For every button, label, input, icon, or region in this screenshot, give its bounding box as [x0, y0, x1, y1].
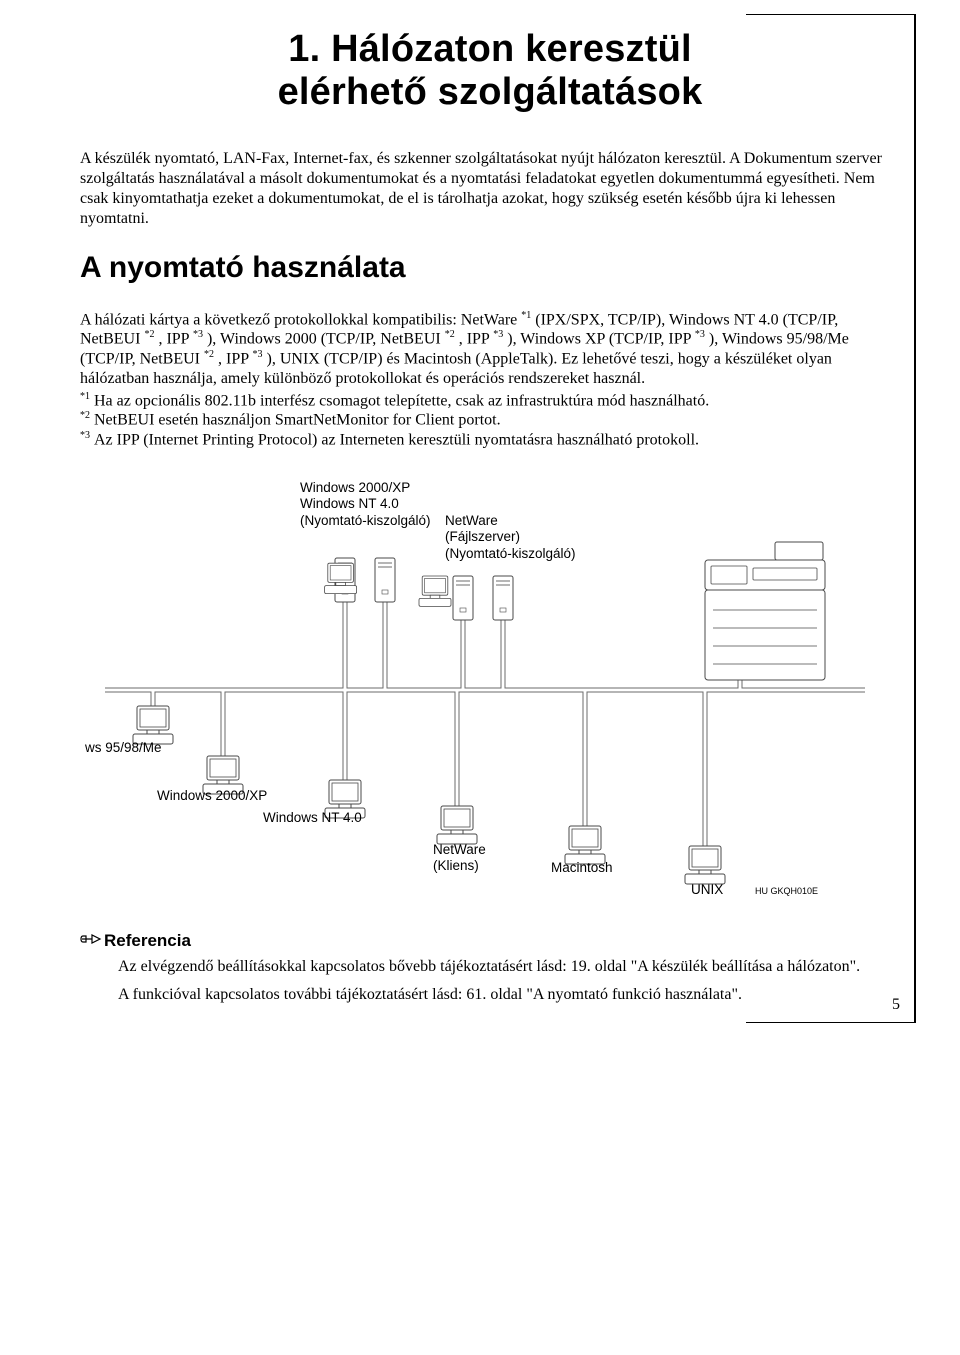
page-title: 1. Hálózaton keresztül elérhető szolgált… [80, 28, 900, 113]
footnote-marker: *3 [193, 329, 203, 340]
body-text-part: ), Windows 2000 (TCP/IP, NetBEUI [203, 331, 445, 348]
label-ws95: ws 95/98/Me [85, 740, 162, 756]
title-line-1: 1. Hálózaton keresztül [288, 28, 692, 70]
diagram-code: HU GKQH010E [755, 886, 818, 896]
reference-heading-text: Referencia [104, 931, 191, 950]
footnote-marker: *3 [253, 349, 263, 360]
footnote-1: *1 Ha az opcionális 802.11b interfész cso… [80, 391, 900, 411]
label-text: (Nyomtató-kiszolgáló) [300, 513, 431, 528]
body-text-part: , IPP [455, 331, 494, 348]
body-main: A hálózati kártya a következő protokollo… [80, 310, 900, 389]
label-win2000xp: Windows 2000/XP [157, 788, 267, 804]
footnote-marker: *1 [521, 310, 531, 321]
label-netware-server: NetWare (Fájlszerver) (Nyomtató-kiszolgá… [445, 513, 576, 562]
page-border-top [746, 14, 916, 15]
network-diagram: Windows 2000/XP Windows NT 4.0 (Nyomtató… [80, 480, 900, 910]
footnote-marker: *3 [695, 329, 705, 340]
page-border-right [914, 14, 916, 1023]
footnote-mark: *2 [80, 410, 90, 421]
label-text: NetWare [445, 513, 498, 528]
label-win-server: Windows 2000/XP Windows NT 4.0 (Nyomtató… [300, 480, 431, 529]
footnote-marker: *2 [445, 329, 455, 340]
body-text-part: A hálózati kártya a következő protokollo… [80, 311, 521, 328]
label-unix: UNIX [691, 882, 723, 898]
pointing-hand-icon [80, 930, 104, 953]
footnote-3: *3 Az IPP (Internet Printing Protocol) az… [80, 430, 900, 450]
label-text: (Fájlszerver) [445, 529, 520, 544]
footnote-marker: *2 [144, 329, 154, 340]
intro-paragraph: A készülék nyomtató, LAN-Fax, Internet-f… [80, 149, 900, 229]
footnote-mark: *1 [80, 391, 90, 402]
label-macintosh: Macintosh [551, 860, 613, 876]
reference-p2: A funkcióval kapcsolatos további tájékoz… [80, 985, 900, 1005]
page-border-bottom [746, 1022, 916, 1023]
section-heading: A nyomtató használata [80, 251, 900, 286]
footnote-text: Ha az opcionális 802.11b interfész csoma… [94, 392, 709, 409]
footnote-2: *2 NetBEUI esetén használjon SmartNetMoni… [80, 410, 900, 430]
footnote-marker: *3 [493, 329, 503, 340]
footnote-marker: *2 [204, 349, 214, 360]
label-text: (Nyomtató-kiszolgáló) [445, 546, 576, 561]
body-text-part: , IPP [154, 331, 193, 348]
body-text-part: , IPP [214, 351, 253, 368]
reference-p1: Az elvégzendő beállításokkal kapcsolatos… [80, 957, 900, 977]
title-line-2: elérhető szolgáltatások [278, 71, 703, 113]
label-netware-client: NetWare (Kliens) [433, 842, 486, 874]
footnote-text: NetBEUI esetén használjon SmartNetMonito… [94, 412, 501, 429]
label-winnt40: Windows NT 4.0 [263, 810, 362, 826]
page-number: 5 [892, 996, 900, 1014]
footnote-mark: *3 [80, 430, 90, 441]
reference-heading: Referencia [80, 930, 900, 953]
label-text: Windows NT 4.0 [300, 496, 399, 511]
body-text-part: ), Windows XP (TCP/IP, IPP [503, 331, 695, 348]
label-text: Windows 2000/XP [300, 480, 410, 495]
footnote-text: Az IPP (Internet Printing Protocol) az I… [94, 432, 699, 449]
